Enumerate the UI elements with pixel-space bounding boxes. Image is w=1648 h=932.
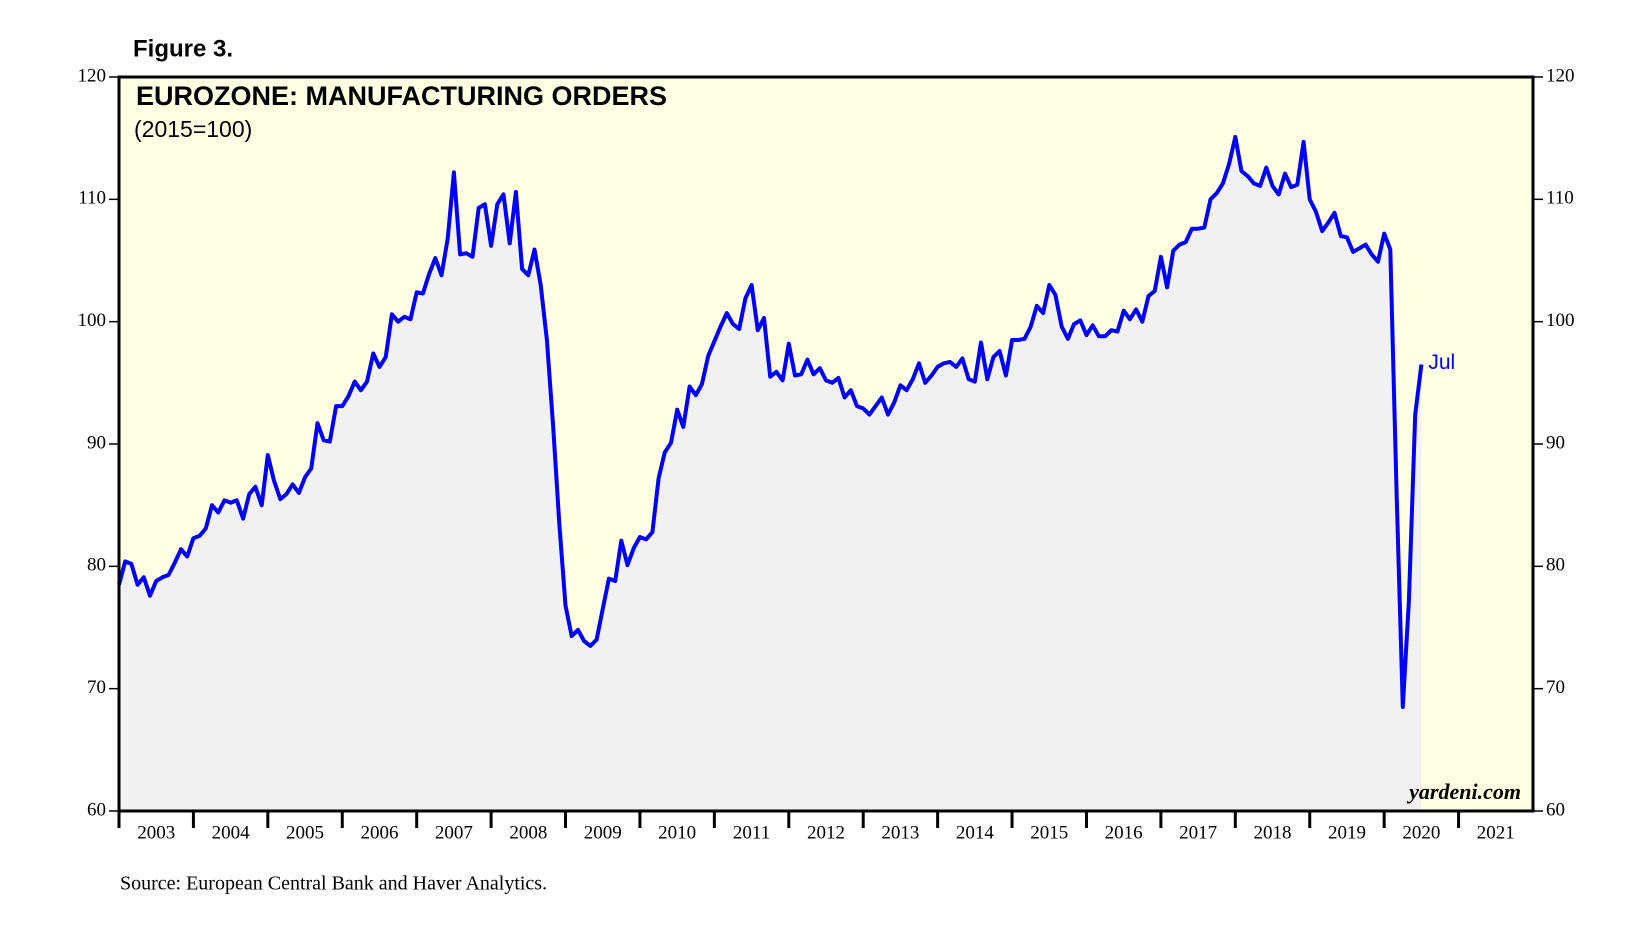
- source-note: Source: European Central Bank and Haver …: [120, 873, 547, 895]
- y2-tick-label: 80: [1546, 555, 1565, 576]
- x-tick-label: 2006: [360, 822, 398, 843]
- x-tick-label: 2005: [286, 822, 324, 843]
- y-tick-label: 120: [78, 65, 107, 86]
- x-tick-label: 2003: [137, 822, 175, 843]
- x-tick-label: 2021: [1477, 822, 1515, 843]
- y-tick-label: 70: [87, 677, 106, 698]
- x-tick-label: 2016: [1105, 822, 1143, 843]
- plot-frame: [117, 75, 1535, 813]
- y2-tick-label: 90: [1546, 432, 1565, 453]
- x-tick-label: 2020: [1402, 822, 1440, 843]
- annotation: Jul: [1428, 351, 1455, 374]
- area: [119, 136, 1422, 811]
- x-tick-label: 2019: [1328, 822, 1366, 843]
- y2-tick-label: 110: [1546, 188, 1574, 209]
- figure-label: Figure 3.: [133, 35, 233, 62]
- x-tick-label: 2018: [1254, 822, 1292, 843]
- y2-tick-label: 60: [1546, 799, 1565, 820]
- y-tick-label: 60: [87, 799, 106, 820]
- x-tick-label: 2004: [212, 822, 251, 843]
- y2-tick-label: 70: [1546, 677, 1565, 698]
- y-tick-label: 110: [78, 188, 106, 209]
- x-tick-label: 2007: [435, 822, 473, 843]
- plot-area: 60 70 80 90 100 110 120 60 70 80 90 100 110 120 2003 20…: [78, 65, 1575, 843]
- x-tick-label: 2010: [658, 822, 696, 843]
- x-tick-label: 2011: [733, 822, 770, 843]
- y-tick-label: 100: [78, 310, 107, 331]
- y-tick-label: 80: [87, 555, 106, 576]
- y-tick-label: 90: [87, 432, 106, 453]
- chart-title: EUROZONE: MANUFACTURING ORDERS: [136, 81, 667, 111]
- x-tick-label: 2013: [881, 822, 919, 843]
- chart-subtitle: (2015=100): [134, 116, 252, 142]
- line: [117, 134, 1424, 709]
- x-tick-label: 2008: [509, 822, 547, 843]
- y2-tick-label: 100: [1546, 310, 1575, 331]
- y2-tick-label: 120: [1546, 65, 1575, 86]
- x-tick-label: 2012: [807, 822, 845, 843]
- watermark: yardeni.com: [1406, 779, 1521, 804]
- x-tick-label: 2017: [1179, 822, 1217, 843]
- x-tick-label: 2015: [1030, 822, 1068, 843]
- x-tick-label: 2009: [584, 822, 622, 843]
- x-tick-label: 2014: [956, 822, 995, 843]
